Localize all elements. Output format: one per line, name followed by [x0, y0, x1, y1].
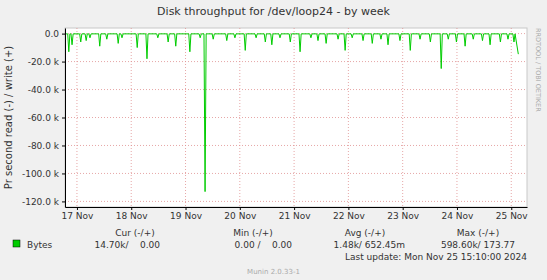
- y-tick-mark: [62, 145, 65, 146]
- y-tick-label: -80.0 k: [28, 141, 60, 151]
- x-tick: 25 Nov: [496, 207, 529, 221]
- x-tick: 24 Nov: [442, 207, 475, 221]
- x-grid-line: [348, 28, 349, 207]
- x-axis: 17 Nov 18 Nov 19 Nov 20 Nov 21 Nov 22 Nov 23 N…: [61, 207, 528, 221]
- x-tick: 21 Nov: [279, 207, 312, 221]
- x-axis-line: [66, 207, 528, 208]
- x-tick: 18 Nov: [116, 207, 149, 221]
- plot-area: [66, 34, 518, 192]
- x-tick-mark: [348, 207, 349, 210]
- plot-frame: [65, 28, 527, 207]
- series-line: [66, 34, 518, 192]
- legend-stat: 598.60k/ 173.77: [441, 240, 515, 250]
- x-grid-line: [456, 28, 457, 207]
- x-tick-mark: [403, 207, 404, 210]
- y-axis-line: [65, 29, 66, 208]
- y-tick-mark: [62, 90, 65, 91]
- x-tick-label: 22 Nov: [333, 211, 366, 221]
- x-grid-line: [402, 28, 403, 207]
- x-tick-label: 21 Nov: [279, 211, 312, 221]
- x-tick-mark: [186, 207, 187, 210]
- legend-label: Bytes: [27, 240, 53, 250]
- y-grid-line: [65, 173, 527, 174]
- y-tick-label: -40.0 k: [28, 85, 60, 95]
- grid: [65, 28, 527, 207]
- x-tick-mark: [457, 207, 458, 210]
- x-grid-line: [76, 28, 77, 207]
- x-tick-mark: [77, 207, 78, 210]
- x-tick-label: 20 Nov: [224, 211, 257, 221]
- x-tick-label: 18 Nov: [116, 211, 149, 221]
- y-axis: 0.0 -20.0 k -40.0 k -60.0 k -80.0 k -100.0 k -…: [22, 29, 66, 208]
- background: [0, 0, 547, 280]
- legend-stat: 0.00 / 0.00: [235, 240, 293, 250]
- y-tick-mark: [62, 173, 65, 174]
- y-tick: -120.0 k: [22, 197, 65, 207]
- x-tick-label: 24 Nov: [442, 211, 475, 221]
- y-grid-line: [65, 89, 527, 90]
- x-grid-line: [294, 28, 295, 207]
- legend-header: Cur (-/+): [115, 228, 154, 238]
- legend-header: Min (-/+): [233, 228, 273, 238]
- y-tick-label: 0.0: [45, 29, 60, 39]
- title: Disk throughput for /dev/loop24 - by wee…: [157, 5, 390, 18]
- y-axis-title: Pr second read (-) / write (+): [3, 46, 14, 189]
- legend-stat: 1.48k/ 652.45m: [334, 240, 405, 250]
- y-tick-label: -100.0 k: [22, 169, 60, 179]
- x-tick-label: 25 Nov: [496, 211, 529, 221]
- y-tick: -60.0 k: [28, 113, 65, 123]
- x-grid-line: [239, 28, 240, 207]
- y-grid-line: [65, 61, 527, 62]
- y-tick: 0.0: [45, 29, 65, 39]
- legend: Cur (-/+) Min (-/+) Avg (-/+) Max (-/+) Byte…: [13, 228, 515, 250]
- y-grid-line: [65, 117, 527, 118]
- watermark: RRDTOOL / TOBI OETIKER: [534, 28, 542, 112]
- x-tick-label: 17 Nov: [61, 211, 94, 221]
- x-tick: 22 Nov: [333, 207, 366, 221]
- y-tick: -100.0 k: [22, 169, 65, 179]
- chart: Disk throughput for /dev/loop24 - by wee…: [0, 0, 547, 280]
- y-tick: -80.0 k: [28, 141, 65, 151]
- x-tick-label: 19 Nov: [170, 211, 203, 221]
- y-tick: -20.0 k: [28, 57, 65, 67]
- y-tick-mark: [62, 62, 65, 63]
- last-update: Last update: Mon Nov 25 15:10:00 2024: [345, 252, 527, 262]
- x-tick: 20 Nov: [224, 207, 257, 221]
- x-tick: 19 Nov: [170, 207, 203, 221]
- y-tick-mark: [62, 34, 65, 35]
- y-grid-line: [65, 201, 527, 202]
- y-grid-line: [65, 145, 527, 146]
- y-tick-mark: [62, 201, 65, 202]
- x-tick-mark: [131, 207, 132, 210]
- legend-header: Max (-/+): [457, 228, 499, 238]
- y-tick: -40.0 k: [28, 85, 65, 95]
- x-tick-mark: [511, 207, 512, 210]
- x-tick-label: 23 Nov: [387, 211, 420, 221]
- y-tick-label: -120.0 k: [22, 197, 60, 207]
- footer: Munin 2.0.33-1: [247, 268, 300, 276]
- x-tick-mark: [294, 207, 295, 210]
- x-tick-mark: [240, 207, 241, 210]
- legend-swatch: [13, 240, 20, 247]
- legend-stat: 14.70k/ 0.00: [95, 240, 161, 250]
- y-tick-label: -20.0 k: [28, 57, 60, 67]
- x-grid-line: [511, 28, 512, 207]
- y-tick-mark: [62, 118, 65, 119]
- legend-header: Avg (-/+): [345, 228, 385, 238]
- x-grid-line: [131, 28, 132, 207]
- y-tick-label: -60.0 k: [28, 113, 60, 123]
- x-tick: 23 Nov: [387, 207, 420, 221]
- x-grid-line: [185, 28, 186, 207]
- x-tick: 17 Nov: [61, 207, 94, 221]
